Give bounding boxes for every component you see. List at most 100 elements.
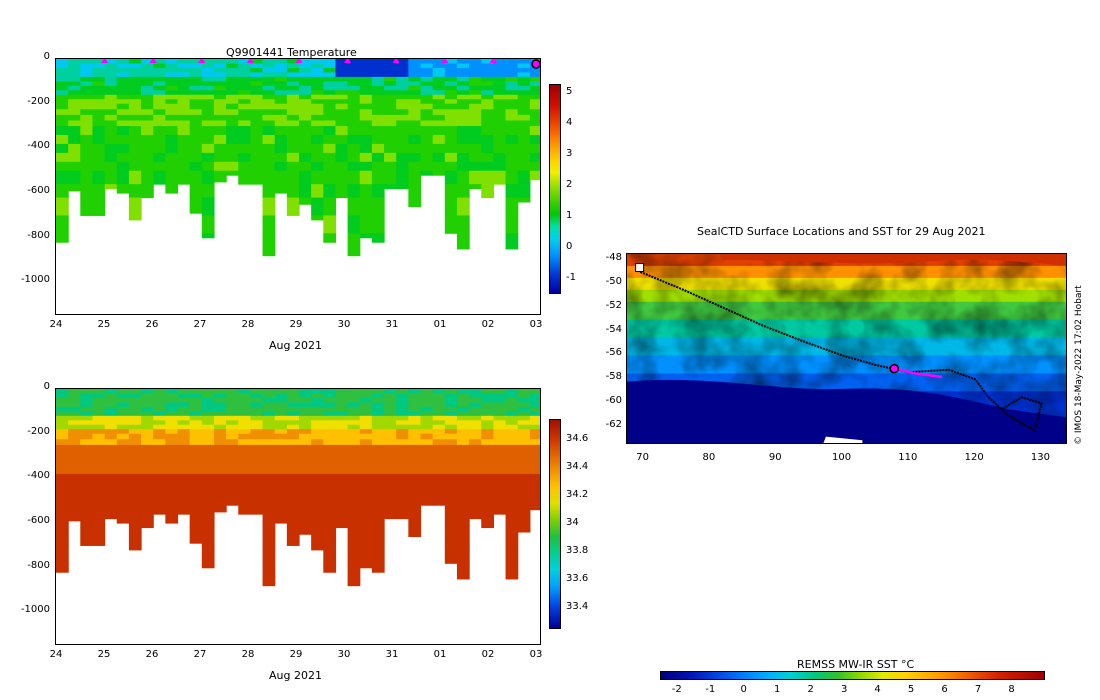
temperature-cell [141, 184, 154, 199]
current-day-track [894, 367, 943, 379]
temperature-cell [116, 76, 130, 82]
salinity-cell [165, 420, 179, 426]
salinity-cell [347, 429, 361, 435]
salinity-cell [238, 415, 251, 421]
temperature-cell [469, 85, 482, 91]
temperature-cell [408, 59, 422, 64]
map-y-tick: -58 [605, 371, 622, 383]
salinity-cell [469, 456, 482, 466]
salinity-cell [153, 439, 166, 446]
temperature-cell [359, 143, 373, 154]
temperature-cell [262, 215, 276, 234]
temperature-cell [286, 63, 300, 69]
temperature-cell [469, 143, 482, 154]
temperature-cell [529, 114, 540, 121]
salinity-cell [201, 527, 215, 546]
temperature-profile-column [323, 59, 337, 243]
temperature-cell [371, 215, 385, 234]
temperature-cell [299, 81, 312, 87]
temperature-cell [469, 94, 482, 100]
temperature-cell [335, 94, 349, 100]
salinity-cell [238, 406, 251, 412]
salinity-cell [141, 420, 154, 426]
salinity-cell [189, 464, 203, 475]
salinity-cell [384, 397, 397, 403]
temperature-cell [371, 197, 385, 216]
salinity-cell [311, 420, 324, 426]
salinity-cell [189, 444, 203, 451]
temperature-cell [177, 114, 191, 121]
salinity-cell [165, 473, 179, 484]
salinity-cell [213, 415, 227, 421]
salinity-profile-column [201, 389, 215, 569]
temperature-cell [201, 90, 215, 96]
temperature-cell [420, 90, 434, 96]
salinity-cell [80, 429, 94, 435]
temperature-colorbar-tick: 1 [566, 209, 573, 221]
temperature-cell [189, 99, 203, 105]
map-y-tick: -54 [605, 323, 622, 335]
temperature-cell [505, 63, 519, 69]
salinity-cell [177, 420, 191, 426]
salinity-cell [408, 473, 422, 484]
temperature-cell [153, 143, 166, 154]
salinity-cell [68, 389, 81, 394]
salinity-cell [335, 456, 349, 466]
salinity-cell [286, 491, 300, 502]
salinity-cell [226, 424, 239, 430]
salinity-cell [517, 527, 531, 533]
temperature-cell [371, 120, 385, 127]
temperature-cell [299, 161, 312, 172]
salinity-cell [347, 456, 361, 466]
temperature-cell [493, 99, 507, 105]
temperature-profile-column [128, 59, 142, 221]
temperature-cell [347, 109, 361, 116]
salinity-cell [250, 402, 264, 408]
temperature-cell [444, 114, 458, 121]
salinity-cell [104, 411, 118, 417]
temperature-cell [335, 90, 349, 96]
temperature-cell [177, 126, 191, 136]
salinity-cell [311, 393, 324, 399]
temperature-cell [141, 114, 154, 121]
salinity-cell [238, 429, 251, 435]
salinity-plot-area [55, 388, 541, 645]
latest-profile-marker [531, 59, 540, 69]
salinity-cell [116, 420, 130, 426]
salinity-cell [420, 411, 434, 417]
salinity-cell [456, 545, 470, 564]
salinity-cell [80, 527, 94, 546]
salinity-cell [238, 389, 251, 394]
temperature-cell [396, 103, 409, 110]
temperature-cell [408, 99, 422, 105]
temperature-cell [262, 233, 276, 252]
temperature-cell [493, 109, 507, 116]
warm-water-region [723, 254, 1066, 266]
salinity-cell [347, 563, 361, 582]
salinity-cell [371, 393, 385, 399]
temperature-cell [359, 90, 373, 96]
temperature-cell [262, 114, 276, 121]
salinity-cell [420, 402, 434, 408]
salinity-cell [311, 527, 324, 546]
temp-y-tick: -200 [27, 95, 50, 107]
salinity-cell [493, 433, 507, 440]
temperature-cell [299, 197, 312, 205]
salinity-profile-column [347, 389, 361, 587]
salinity-cell [456, 406, 470, 412]
temperature-cell [469, 120, 482, 127]
temperature-cell [153, 59, 166, 64]
salinity-cell [408, 397, 422, 403]
temperature-cell [444, 126, 458, 136]
salinity-cell [104, 444, 118, 451]
temperature-cell [493, 120, 507, 127]
temperature-cell [335, 120, 349, 127]
salinity-cell [226, 433, 239, 440]
salinity-cell [420, 429, 434, 435]
salinity-cell [128, 514, 142, 529]
temperature-cell [262, 85, 276, 91]
sal-x-tick: 03 [529, 649, 543, 660]
temperature-colorbar-tick: 3 [566, 148, 573, 160]
temperature-cell [201, 120, 215, 127]
temperature-cell [517, 81, 531, 87]
